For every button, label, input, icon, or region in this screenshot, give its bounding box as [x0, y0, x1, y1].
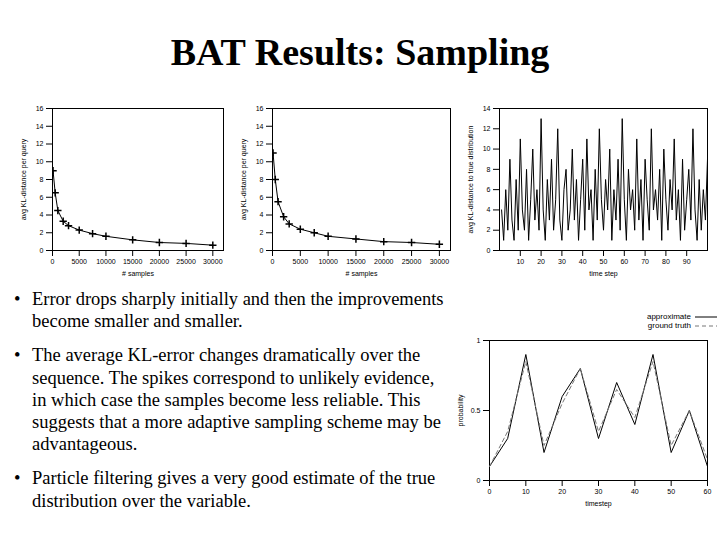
svg-text:10: 10	[483, 145, 491, 152]
svg-text:8: 8	[40, 176, 44, 183]
svg-text:16: 16	[256, 105, 264, 112]
svg-text:12: 12	[36, 140, 44, 147]
svg-text:# samples: # samples	[346, 270, 378, 278]
svg-text:0: 0	[487, 247, 491, 254]
svg-text:4: 4	[487, 206, 491, 213]
svg-text:50: 50	[600, 258, 608, 265]
svg-text:4: 4	[260, 211, 264, 218]
svg-text:0: 0	[477, 477, 481, 484]
svg-text:90: 90	[683, 258, 691, 265]
svg-text:80: 80	[662, 258, 670, 265]
svg-text:# samples: # samples	[122, 270, 154, 278]
svg-text:10000: 10000	[96, 258, 116, 265]
html-text:ground truth: ground truth	[647, 321, 691, 330]
svg-text:10: 10	[522, 488, 530, 495]
svg-text:16: 16	[36, 105, 44, 112]
svg-text:2: 2	[487, 226, 491, 233]
svg-text:2: 2	[260, 229, 264, 236]
svg-text:14: 14	[256, 122, 264, 129]
svg-text:40: 40	[631, 488, 639, 495]
svg-text:12: 12	[256, 140, 264, 147]
svg-text:14: 14	[36, 122, 44, 129]
svg-text:70: 70	[641, 258, 649, 265]
svg-text:12: 12	[483, 125, 491, 132]
svg-text:15000: 15000	[123, 258, 143, 265]
svg-text:14: 14	[483, 105, 491, 112]
svg-text:10: 10	[516, 258, 524, 265]
svg-text:15000: 15000	[346, 258, 366, 265]
svg-text:30: 30	[558, 258, 566, 265]
svg-text:50: 50	[667, 488, 675, 495]
svg-text:20000: 20000	[150, 258, 170, 265]
svg-text:10000: 10000	[318, 258, 338, 265]
svg-text:30000: 30000	[430, 258, 450, 265]
svg-text:avg KL-distance to true distri: avg KL-distance to true distribution	[467, 126, 475, 234]
svg-text:4: 4	[40, 211, 44, 218]
html-text:The average KL-error changes d: The average KL-error changes dramaticall…	[32, 345, 441, 455]
svg-text:0: 0	[488, 488, 492, 495]
svg-text:6: 6	[487, 186, 491, 193]
svg-text:30: 30	[595, 488, 603, 495]
svg-text:20: 20	[537, 258, 545, 265]
svg-text:avg KL-distance per query: avg KL-distance per query	[240, 138, 248, 220]
svg-text:0: 0	[40, 247, 44, 254]
svg-text:time step: time step	[589, 270, 618, 278]
svg-text:60: 60	[620, 258, 628, 265]
svg-text:6: 6	[260, 193, 264, 200]
svg-text:25000: 25000	[176, 258, 196, 265]
svg-text:probability: probability	[457, 394, 465, 426]
html-text:Particle filtering gives a ver: Particle filtering gives a very good est…	[32, 468, 436, 511]
svg-text:10: 10	[256, 158, 264, 165]
html-text:Error drops sharply initially: Error drops sharply initially and then t…	[32, 289, 444, 332]
svg-text:20: 20	[558, 488, 566, 495]
svg-text:8: 8	[260, 176, 264, 183]
svg-text:2: 2	[40, 229, 44, 236]
svg-text:25000: 25000	[402, 258, 422, 265]
svg-text:40: 40	[579, 258, 587, 265]
svg-text:60: 60	[704, 488, 712, 495]
svg-text:0: 0	[51, 258, 55, 265]
svg-text:0.5: 0.5	[471, 407, 481, 414]
svg-text:10: 10	[36, 158, 44, 165]
svg-text:avg KL-distance per query: avg KL-distance per query	[20, 138, 28, 220]
svg-text:20000: 20000	[374, 258, 394, 265]
html-text:approximate: approximate	[647, 312, 691, 321]
svg-text:5000: 5000	[293, 258, 309, 265]
svg-text:0: 0	[260, 247, 264, 254]
svg-text:30000: 30000	[203, 258, 223, 265]
html-text:BAT Results: Sampling: BAT Results: Sampling	[170, 31, 550, 73]
svg-text:timestep: timestep	[585, 500, 612, 508]
svg-text:0: 0	[271, 258, 275, 265]
svg-text:8: 8	[487, 166, 491, 173]
svg-text:5000: 5000	[71, 258, 87, 265]
svg-text:1: 1	[477, 337, 481, 344]
svg-text:6: 6	[40, 193, 44, 200]
